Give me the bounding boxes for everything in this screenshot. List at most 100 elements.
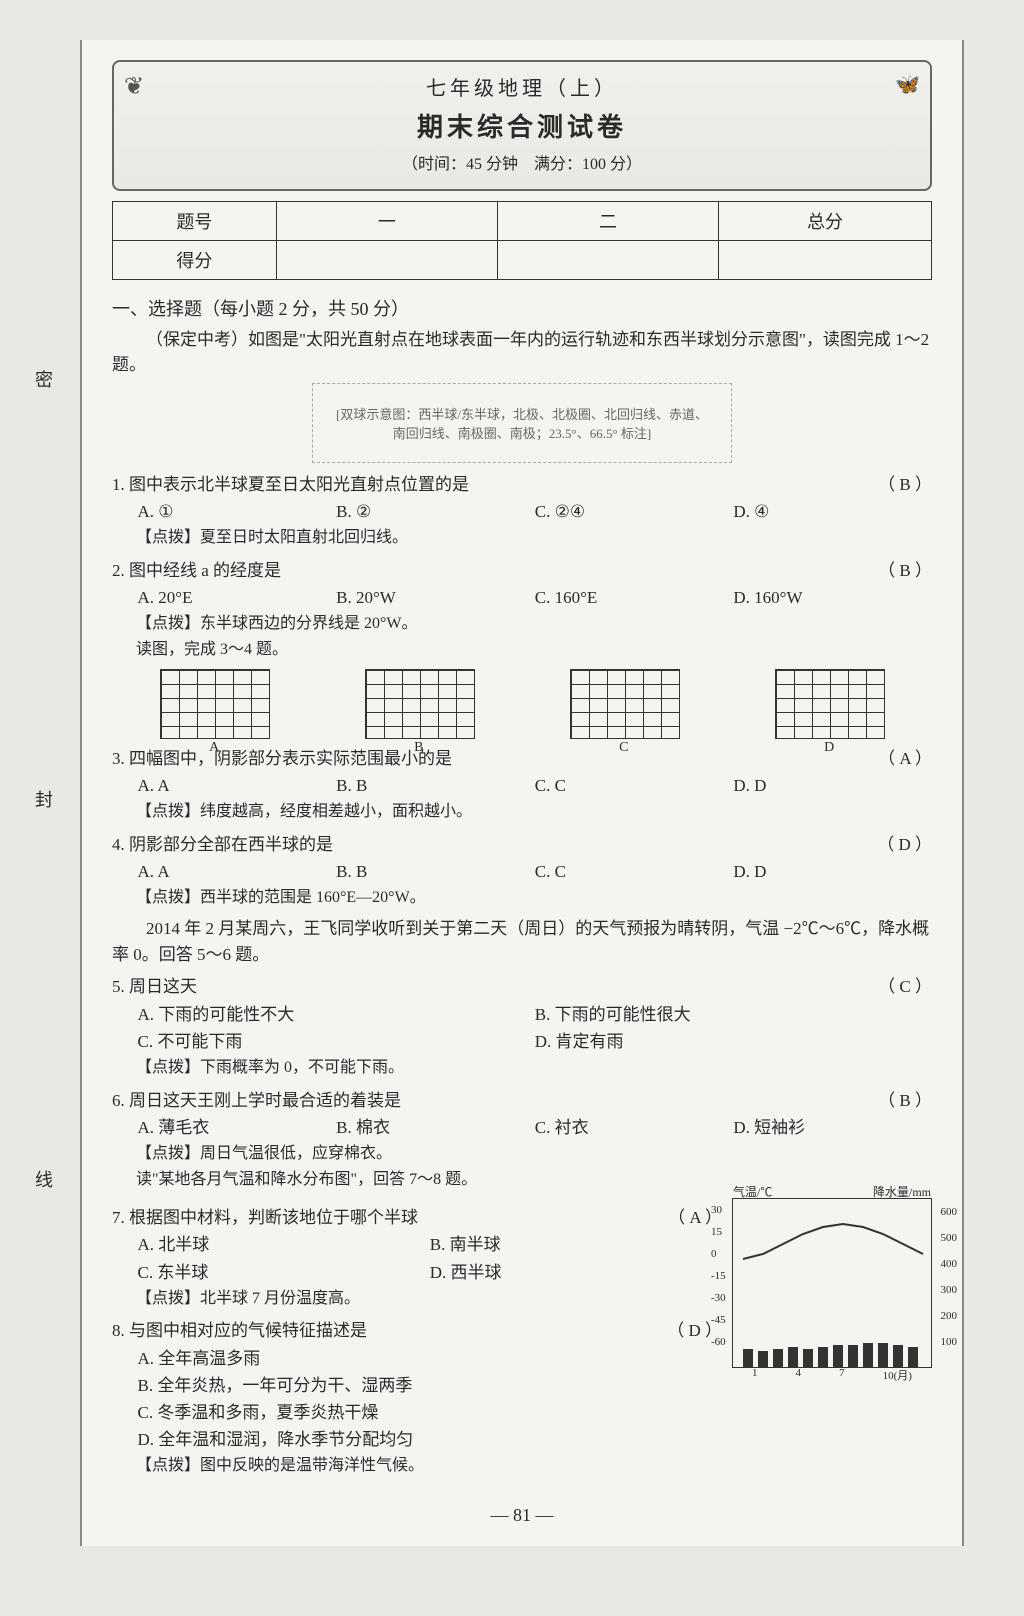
q2-stem: 2. 图中经线 a 的经度是 [112,557,281,584]
q6-hint: 【点拨】周日气温很低，应穿棉衣。 [112,1141,932,1167]
q8-opt-c: C. 冬季温和多雨，夏季炎热干燥 [138,1399,723,1426]
chart-svg [733,1199,933,1369]
margin-mi: 密 [30,370,56,388]
cell[interactable] [719,241,932,280]
q5-hint: 【点拨】下雨概率为 0，不可能下雨。 [112,1055,932,1081]
grid-diagrams: A B C D [112,669,932,739]
page-container: ❦ 🦋 七年级地理（上） 期末综合测试卷 （时间：45 分钟 满分：100 分）… [80,40,964,1546]
q4-opt-a: A. A [138,858,337,885]
q7-stem: 7. 根据图中材料，判断该地位于哪个半球 [112,1204,418,1231]
q7-hint: 【点拨】北半球 7 月份温度高。 [112,1286,722,1312]
question-4: 4. 阴影部分全部在西半球的是（ D ） A. A B. B C. C D. D… [112,831,932,911]
q4-opt-d: D. D [733,858,932,885]
yr-tick: 600 [941,1199,958,1225]
q5-opt-d: D. 肯定有雨 [535,1028,932,1055]
yr-tick: 100 [941,1329,958,1355]
x-tick: 4 [796,1367,802,1383]
q2-opt-a: A. 20°E [138,584,337,611]
cell: 二 [497,202,718,241]
yl-tick: -60 [711,1331,726,1353]
question-8: 8. 与图中相对应的气候特征描述是（ D ） A. 全年高温多雨 B. 全年炎热… [112,1317,722,1479]
q1-opt-b: B. ② [336,498,535,525]
q3-opt-b: B. B [336,772,535,799]
margin-feng: 封 [30,790,56,808]
q8-opt-a: A. 全年高温多雨 [138,1345,723,1372]
q2-opt-c: C. 160°E [535,584,734,611]
grid-b-label: B [414,740,423,756]
q8-opt-b: B. 全年炎热，一年可分为干、湿两季 [138,1372,723,1399]
cell: 题号 [113,202,277,241]
x-tick: 10(月) [883,1367,912,1383]
title-subject: 七年级地理（上） [134,72,910,101]
question-3: 3. 四幅图中，阴影部分表示实际范围最小的是（ A ） A. A B. B C.… [112,745,932,825]
q5-opt-b: B. 下雨的可能性很大 [535,1001,932,1028]
title-main: 期末综合测试卷 [134,107,910,144]
q6-opt-a: A. 薄毛衣 [138,1114,337,1141]
q1-opt-c: C. ②④ [535,498,734,525]
chart-right-label: 降水量/mm [873,1183,931,1200]
q5-stem: 5. 周日这天 [112,973,197,1000]
q1-opt-a: A. ① [138,498,337,525]
cell: 得分 [113,241,277,280]
q6-stem: 6. 周日这天王刚上学时最合适的着装是 [112,1087,401,1114]
yl-tick: -30 [711,1287,726,1309]
grid-b: B [365,669,475,739]
deco-right-icon: 🦋 [895,72,920,97]
q5-opt-c: C. 不可能下雨 [138,1028,535,1055]
context-56: 2014 年 2 月某周六，王飞同学收听到关于第二天（周日）的天气预报为晴转阴，… [112,916,932,967]
question-1: 1. 图中表示北半球夏至日太阳光直射点位置的是 （ B ） A. ① B. ② C… [112,471,932,551]
q4-opt-c: C. C [535,858,734,885]
cell[interactable] [276,241,497,280]
question-2: 2. 图中经线 a 的经度是（ B ） A. 20°E B. 20°W C. 1… [112,557,932,663]
table-row: 得分 [113,241,932,280]
q2-opt-d: D. 160°W [733,584,932,611]
score-table: 题号 一 二 总分 得分 [112,201,932,280]
q6-answer: （ B ） [868,1087,932,1114]
q6-opt-c: C. 衬衣 [535,1114,734,1141]
q3-opt-c: C. C [535,772,734,799]
q8-stem: 8. 与图中相对应的气候特征描述是 [112,1317,367,1344]
page-number: — 81 — [112,1505,932,1526]
earth-diagram: [双球示意图：西半球/东半球，北极、北极圈、北回归线、赤道、南回归线、南极圈、南… [312,383,732,463]
question-7: 7. 根据图中材料，判断该地位于哪个半球（ A ） A. 北半球 B. 南半球 … [112,1204,722,1311]
yl-tick: 30 [711,1199,726,1221]
q3-hint: 【点拨】纬度越高，经度相差越小，面积越小。 [112,799,932,825]
q4-answer: （ D ） [867,831,932,858]
q1-stem: 1. 图中表示北半球夏至日太阳光直射点位置的是 [112,471,469,498]
q4-stem: 4. 阴影部分全部在西半球的是 [112,831,333,858]
cell[interactable] [497,241,718,280]
title-meta: （时间：45 分钟 满分：100 分） [134,150,910,174]
q1-answer: （ B ） [868,471,932,498]
header-box: ❦ 🦋 七年级地理（上） 期末综合测试卷 （时间：45 分钟 满分：100 分） [112,60,932,191]
yl-tick: 15 [711,1221,726,1243]
q3-opt-a: A. A [138,772,337,799]
q5-opt-a: A. 下雨的可能性不大 [138,1001,535,1028]
grid-a: A [160,669,270,739]
margin-xian: 线 [30,1170,56,1188]
q6-opt-d: D. 短袖衫 [733,1114,932,1141]
cell: 总分 [719,202,932,241]
yl-tick: -15 [711,1265,726,1287]
q2-hint: 【点拨】东半球西边的分界线是 20°W。 [112,611,932,637]
grid-c: C [570,669,680,739]
yr-tick: 300 [941,1277,958,1303]
q3-opt-d: D. D [733,772,932,799]
q7-opt-a: A. 北半球 [138,1231,430,1258]
table-row: 题号 一 二 总分 [113,202,932,241]
q7-opt-c: C. 东半球 [138,1259,430,1286]
q7-opt-b: B. 南半球 [430,1231,722,1258]
deco-left-icon: ❦ [124,72,144,101]
x-tick: 1 [752,1367,758,1383]
yl-tick: -45 [711,1309,726,1331]
q2-context: 读图，完成 3～4 题。 [112,637,932,663]
yr-tick: 400 [941,1251,958,1277]
q4-hint: 【点拨】西半球的范围是 160°E—20°W。 [112,885,932,911]
yr-tick: 500 [941,1225,958,1251]
question-6: 6. 周日这天王刚上学时最合适的着装是（ B ） A. 薄毛衣 B. 棉衣 C.… [112,1087,932,1193]
grid-d: D [775,669,885,739]
q8-opt-d: D. 全年温和湿润，降水季节分配均匀 [138,1426,723,1453]
q1-opt-d: D. ④ [733,498,932,525]
q3-answer: （ A ） [868,745,932,772]
cell: 一 [276,202,497,241]
q5-answer: （ C ） [868,973,932,1000]
